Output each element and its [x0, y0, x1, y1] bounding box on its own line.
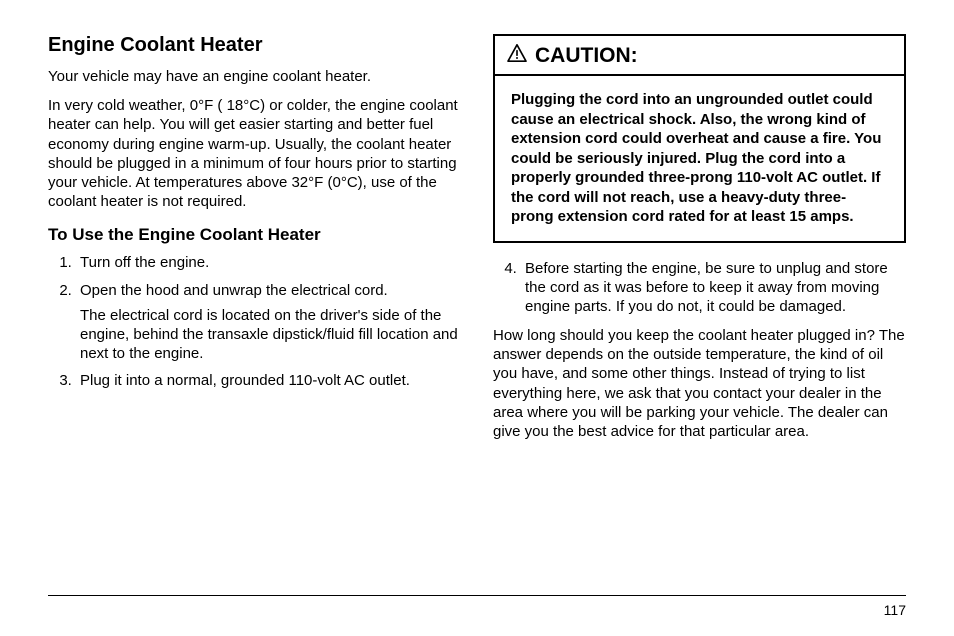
step-text: Turn off the engine.	[80, 254, 209, 271]
section-heading: Engine Coolant Heater	[48, 34, 461, 57]
footer-rule	[48, 595, 906, 596]
steps-list-continued: Before starting the engine, be sure to u…	[493, 259, 906, 317]
step-text: Before starting the engine, be sure to u…	[525, 260, 888, 315]
step-text: Plug it into a normal, grounded 110-volt…	[80, 372, 410, 389]
steps-list: Turn off the engine. Open the hood and u…	[48, 253, 461, 390]
body-paragraph: In very cold weather, 0°F ( 18°C) or col…	[48, 96, 461, 211]
closing-paragraph: How long should you keep the coolant hea…	[493, 326, 906, 441]
caution-body: Plugging the cord into an ungrounded out…	[495, 76, 904, 241]
list-item: Before starting the engine, be sure to u…	[521, 259, 906, 317]
list-item: Open the hood and unwrap the electrical …	[76, 281, 461, 364]
warning-icon	[507, 44, 527, 68]
subsection-heading: To Use the Engine Coolant Heater	[48, 225, 461, 245]
page-number: 117	[884, 602, 906, 618]
step-text: Open the hood and unwrap the electrical …	[80, 282, 388, 299]
right-column: CAUTION: Plugging the cord into an ungro…	[493, 34, 906, 451]
list-item: Plug it into a normal, grounded 110-volt…	[76, 371, 461, 390]
manual-page: Engine Coolant Heater Your vehicle may h…	[0, 0, 954, 636]
caution-box: CAUTION: Plugging the cord into an ungro…	[493, 34, 906, 243]
step-detail: The electrical cord is located on the dr…	[80, 306, 461, 364]
intro-paragraph: Your vehicle may have an engine coolant …	[48, 67, 461, 86]
left-column: Engine Coolant Heater Your vehicle may h…	[48, 34, 461, 451]
list-item: Turn off the engine.	[76, 253, 461, 272]
caution-label: CAUTION:	[535, 44, 638, 68]
two-column-layout: Engine Coolant Heater Your vehicle may h…	[48, 34, 906, 451]
caution-heading: CAUTION:	[495, 36, 904, 76]
